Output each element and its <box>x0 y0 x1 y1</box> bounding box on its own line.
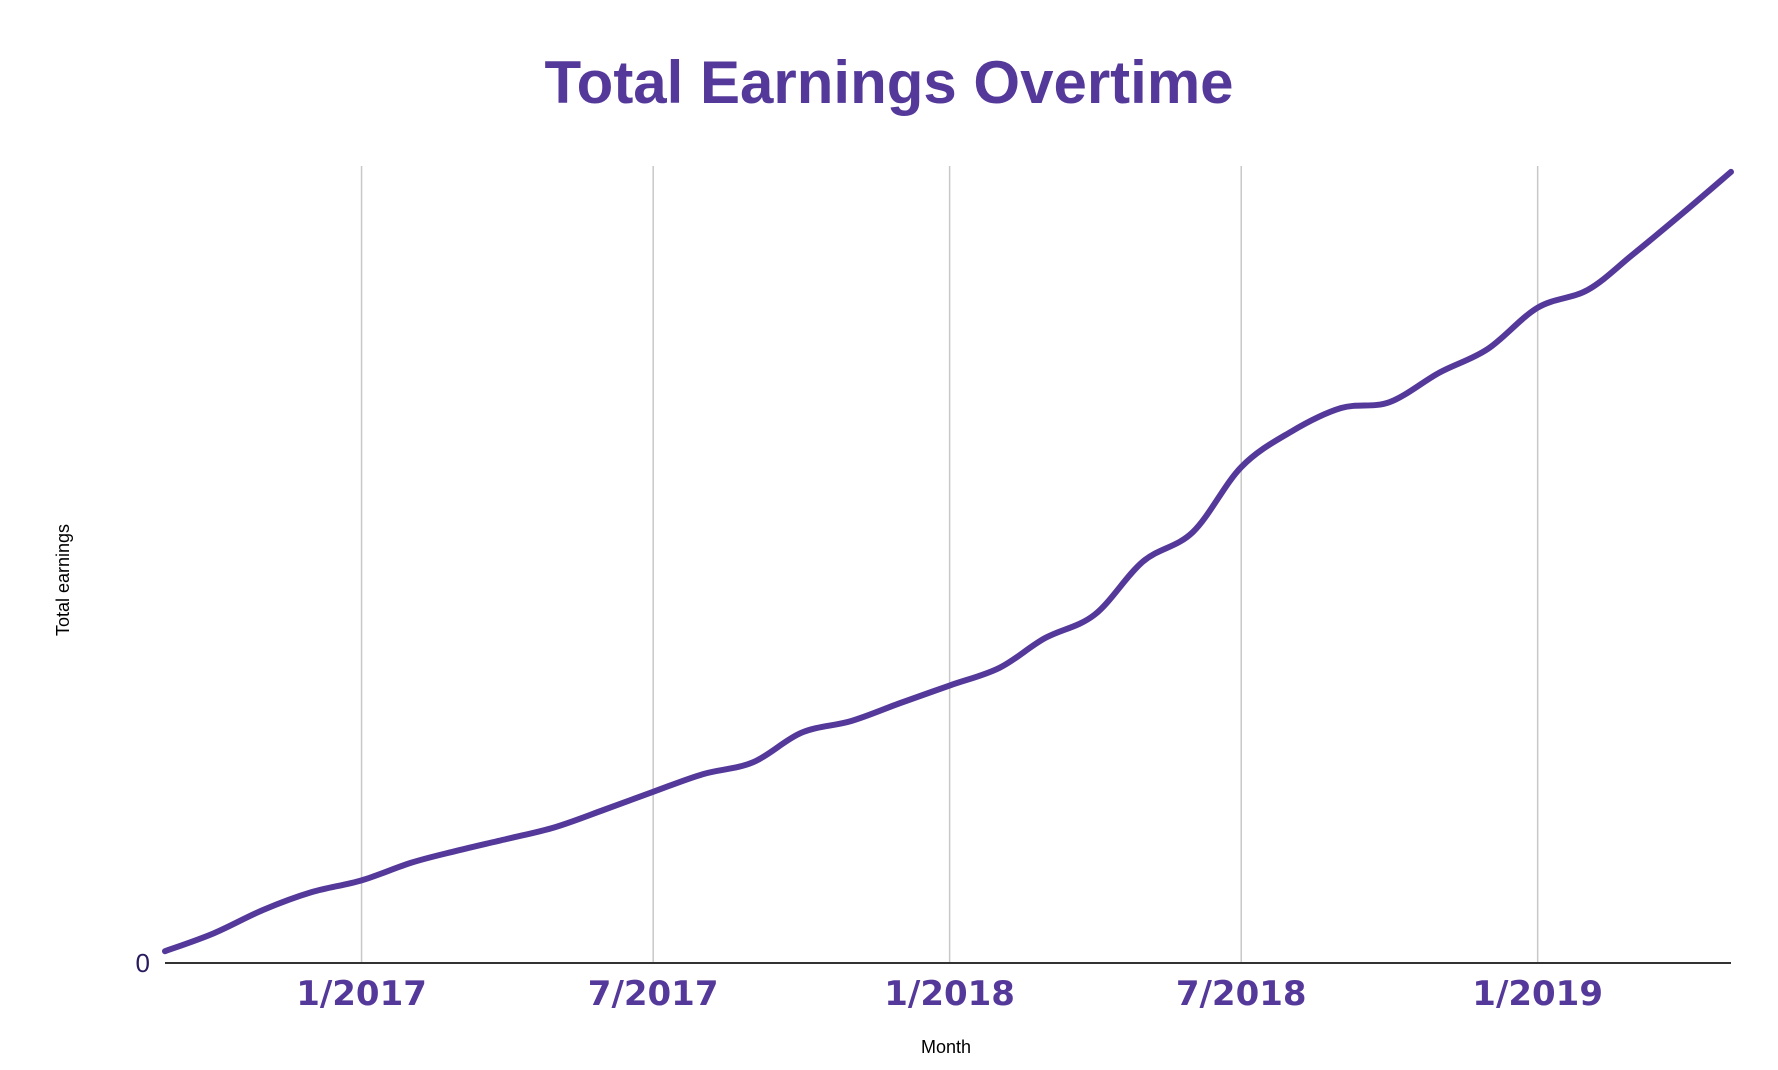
series-line <box>162 168 1734 955</box>
x-tick-labels: 1/2017 7/2017 1/2018 7/2018 1/2019 <box>296 974 1603 1014</box>
chart-title: Total Earnings Overtime <box>544 49 1233 116</box>
gridlines <box>360 166 1539 963</box>
y-tick-label: 0 <box>136 948 150 978</box>
y-tick-labels: 0 <box>136 948 150 978</box>
x-tick-label: 1/2018 <box>884 974 1015 1014</box>
x-tick-label: 7/2018 <box>1176 974 1307 1014</box>
x-tick-label: 1/2017 <box>296 974 427 1014</box>
y-axis-title: Total earnings <box>53 524 73 636</box>
x-tick-label: 7/2017 <box>588 974 719 1014</box>
x-tick-label: 1/2019 <box>1472 974 1603 1014</box>
x-axis-title: Month <box>921 1037 971 1057</box>
